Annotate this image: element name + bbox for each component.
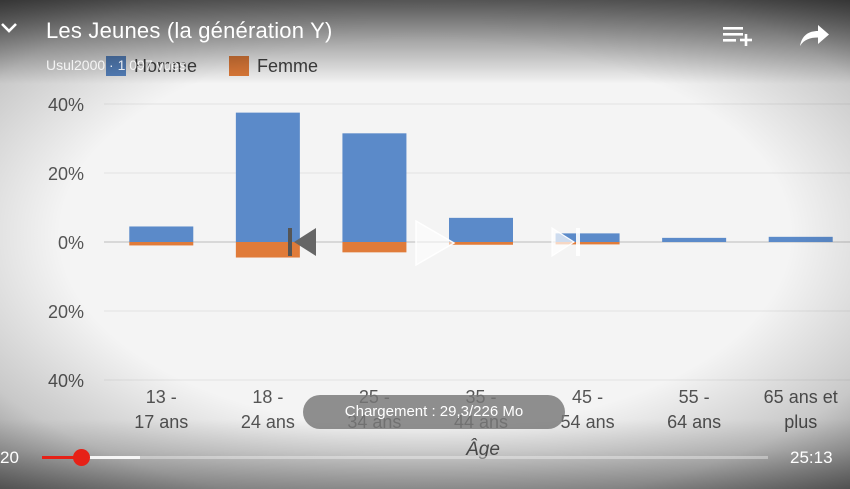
progress-bar[interactable]: [42, 449, 768, 466]
channel-info[interactable]: Usul2000 · 1 097 vues: [46, 57, 187, 73]
bar-femme-2: [342, 242, 407, 253]
chevron-down-icon[interactable]: [0, 16, 18, 38]
bar-homme-0: [129, 226, 194, 242]
skip-next-icon[interactable]: [548, 224, 584, 260]
y-tick-label: 40%: [48, 371, 84, 391]
bar-homme-3: [449, 217, 513, 242]
legend-swatch-femme: [229, 56, 250, 76]
y-tick-label: 20%: [48, 164, 84, 184]
x-tick-label: 45 -54 ans: [561, 387, 615, 432]
bar-homme-1: [235, 112, 300, 242]
bar-homme-5: [662, 237, 727, 242]
loading-indicator: Chargement : 29,3/226 Mo: [303, 395, 565, 429]
bar-femme-0: [129, 242, 194, 246]
scrubber-handle[interactable]: [73, 449, 91, 466]
y-tick-label: 0%: [58, 233, 84, 253]
buffered-progress: [42, 456, 140, 459]
total-duration: 25:13: [790, 448, 833, 467]
skip-previous-icon[interactable]: [284, 224, 320, 260]
legend-label-femme: Femme: [257, 55, 319, 76]
x-tick-label: 18 -24 ans: [241, 387, 295, 432]
played-progress: [42, 456, 82, 459]
current-time: 20: [0, 448, 19, 467]
y-tick-label: 20%: [48, 302, 84, 322]
x-tick-label: 65 ans et plus: [764, 387, 838, 432]
share-icon[interactable]: [796, 20, 832, 52]
x-tick-label: 13 -17 ans: [134, 387, 188, 432]
playlist-add-icon[interactable]: [720, 20, 756, 52]
legend-item-femme: Femme: [229, 56, 318, 77]
bar-homme-2: [342, 133, 407, 242]
x-tick-label: 55 -64 ans: [667, 387, 721, 432]
bar-homme-6: [768, 236, 833, 242]
bar-femme-3: [449, 242, 513, 245]
play-icon[interactable]: [412, 218, 456, 268]
y-tick-label: 40%: [48, 95, 84, 115]
video-title[interactable]: Les Jeunes (la génération Y): [46, 18, 333, 43]
